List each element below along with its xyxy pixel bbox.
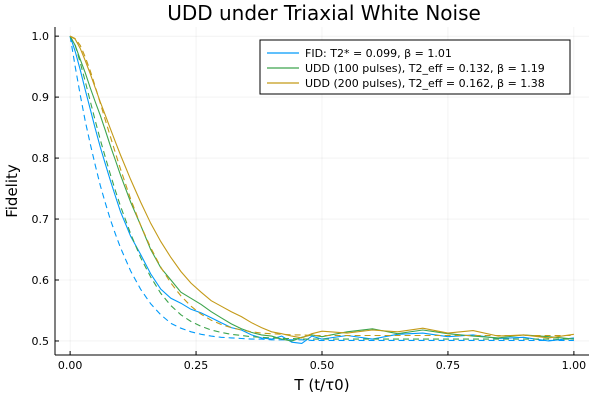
y-axis-label: Fidelity	[3, 164, 21, 218]
y-tick-label: 0.5	[32, 335, 50, 348]
y-tick-label: 0.6	[32, 274, 50, 287]
series-fit-line-1	[69, 36, 574, 341]
x-tick-label: 0.00	[58, 359, 83, 372]
legend-label-3: UDD (200 pulses), T2_eff = 0.162, β = 1.…	[305, 77, 545, 90]
y-tick-label: 0.9	[32, 91, 50, 104]
series-layer	[69, 35, 574, 344]
x-tick-label: 0.25	[184, 359, 209, 372]
y-tick-label: 0.7	[32, 213, 50, 226]
y-tick-label: 1.0	[32, 30, 50, 43]
legend: FID: T2* = 0.099, β = 1.01 UDD (100 pulse…	[259, 39, 571, 95]
x-tick-label: 0.50	[310, 359, 335, 372]
series-fit-line-3	[69, 35, 574, 337]
chart-title: UDD under Triaxial White Noise	[167, 1, 481, 25]
x-axis-label: T (t/τ0)	[293, 376, 349, 394]
series-measured-line-2	[69, 35, 574, 342]
series-fit-line-2	[69, 35, 574, 340]
series-measured-line-1	[69, 35, 574, 344]
series-measured-line-3	[69, 35, 574, 339]
legend-label-1: FID: T2* = 0.099, β = 1.01	[305, 47, 452, 60]
x-tick-label: 1.00	[562, 359, 587, 372]
y-ticks: 0.5 0.6 0.7 0.8 0.9 1.0	[32, 30, 59, 348]
x-ticks: 0.00 0.25 0.50 0.75 1.00	[58, 351, 586, 372]
legend-box	[259, 39, 571, 95]
legend-label-2: UDD (100 pulses), T2_eff = 0.132, β = 1.…	[305, 62, 545, 75]
legend-items: FID: T2* = 0.099, β = 1.01 UDD (100 pulse…	[267, 47, 545, 90]
y-tick-label: 0.8	[32, 152, 50, 165]
x-tick-label: 0.75	[436, 359, 461, 372]
